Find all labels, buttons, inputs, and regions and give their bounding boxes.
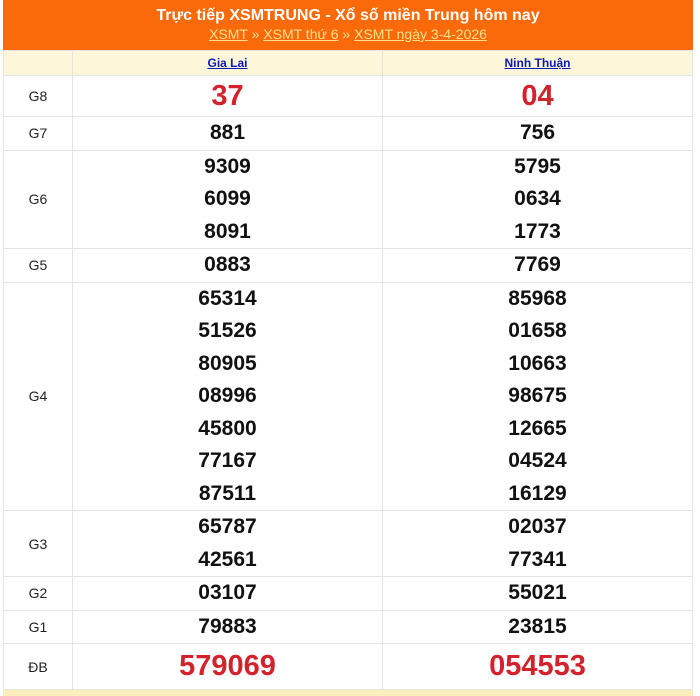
results-table: Gia Lai Ninh Thuận G8 37 04 G7 881 756 G6 9309 6… <box>3 50 693 690</box>
prize-number: 51526 <box>198 319 257 342</box>
prize-row-g7: G7 881 756 <box>3 116 693 151</box>
prize-number: 04524 <box>508 449 567 472</box>
prize-cell: 5795 0634 1773 <box>382 149 693 249</box>
prize-cell: 65787 42561 <box>72 510 383 577</box>
prize-number: 03107 <box>198 581 257 604</box>
breadcrumb: XSMT » XSMT thứ 6 » XSMT ngày 3-4-2026 <box>209 26 487 42</box>
prize-number: 77167 <box>198 449 257 472</box>
breadcrumb-xsmt[interactable]: XSMT <box>209 26 248 42</box>
prize-number: 37 <box>211 80 244 112</box>
prize-cell: 04 <box>382 75 693 117</box>
breadcrumb-xsmt-date[interactable]: XSMT ngày 3-4-2026 <box>354 26 487 42</box>
prize-cell: 756 <box>382 116 693 151</box>
prize-row-g4: G4 65314 51526 80905 08996 45800 77167 87511 859… <box>3 281 693 511</box>
prize-number: 79883 <box>198 614 257 638</box>
prize-number: 02037 <box>508 515 567 538</box>
prize-number: 881 <box>209 121 246 144</box>
prize-number: 23815 <box>508 614 567 638</box>
column-ninh-thuan: Ninh Thuận <box>382 50 693 76</box>
prize-number: 12665 <box>508 416 567 440</box>
prize-number: 08996 <box>198 384 257 407</box>
prize-cell: 0883 <box>72 248 383 283</box>
prize-row-g8: G8 37 04 <box>3 75 693 117</box>
prize-number: 16129 <box>508 481 567 505</box>
prize-cell: 7769 <box>382 248 693 283</box>
prize-number: 579069 <box>179 650 276 682</box>
prize-row-g3: G3 65787 42561 02037 77341 <box>3 510 693 577</box>
column-gia-lai: Gia Lai <box>72 50 383 76</box>
prize-cell: 79883 <box>72 609 383 644</box>
results-panel: Trực tiếp XSMTRUNG - Xổ số miền Trung hô… <box>3 0 693 696</box>
prize-number: 80905 <box>198 351 257 375</box>
prize-label: G4 <box>3 281 73 511</box>
prize-cell: 03107 <box>72 576 383 611</box>
prize-number: 55021 <box>508 581 567 604</box>
prize-cell: 85968 01658 10663 98675 12665 04524 16129 <box>382 281 693 511</box>
breadcrumb-xsmt-thu-6[interactable]: XSMT thứ 6 <box>263 26 339 42</box>
prize-label: G3 <box>3 510 73 577</box>
prize-row-g6: G6 9309 6099 8091 5795 0634 1773 <box>3 149 693 249</box>
prize-cell: 881 <box>72 116 383 151</box>
prize-row-g1: G1 79883 23815 <box>3 609 693 644</box>
prize-row-g5: G5 0883 7769 <box>3 248 693 283</box>
prize-cell: 054553 <box>382 643 693 690</box>
prize-number: 5795 <box>514 154 561 178</box>
prize-label: G5 <box>3 248 73 283</box>
prize-number: 1773 <box>514 219 561 243</box>
prize-cell: 65314 51526 80905 08996 45800 77167 87511 <box>72 281 383 511</box>
prize-cell: 37 <box>72 75 383 117</box>
label-header <box>3 50 73 76</box>
prize-number: 8091 <box>204 219 251 243</box>
prize-label: G7 <box>3 116 73 151</box>
prize-number: 7769 <box>514 253 561 276</box>
prize-cell: 02037 77341 <box>382 510 693 577</box>
prize-number: 87511 <box>198 481 257 505</box>
province-link-gia-lai[interactable]: Gia Lai <box>207 56 248 70</box>
prize-label: G6 <box>3 149 73 249</box>
prize-number: 04 <box>521 80 554 112</box>
prize-number: 42561 <box>198 547 257 571</box>
prize-number: 85968 <box>508 286 567 310</box>
prize-number: 054553 <box>489 650 586 682</box>
prize-number: 0634 <box>514 187 561 210</box>
page-title: Trực tiếp XSMTRUNG - Xổ số miền Trung hô… <box>156 7 540 24</box>
prize-cell: 55021 <box>382 576 693 611</box>
prize-number: 6099 <box>204 187 251 210</box>
prize-cell: 23815 <box>382 609 693 644</box>
prize-number: 0883 <box>204 253 251 276</box>
prize-number: 45800 <box>198 416 257 440</box>
prize-number: 10663 <box>508 351 567 375</box>
prize-row-đb: ĐB 579069 054553 <box>3 643 693 690</box>
prize-number: 756 <box>519 121 556 144</box>
prize-number: 9309 <box>204 154 251 178</box>
prize-label: G1 <box>3 609 73 644</box>
prize-number: 65787 <box>198 515 257 538</box>
prize-label: G2 <box>3 576 73 611</box>
prize-number: 65314 <box>198 286 257 310</box>
prize-cell: 579069 <box>72 643 383 690</box>
prize-number: 77341 <box>508 547 567 571</box>
prize-label: G8 <box>3 75 73 117</box>
prize-row-g2: G2 03107 55021 <box>3 576 693 611</box>
results-header: Trực tiếp XSMTRUNG - Xổ số miền Trung hô… <box>3 0 693 50</box>
province-link-ninh-thuan[interactable]: Ninh Thuận <box>504 56 571 70</box>
prize-number: 01658 <box>508 319 567 342</box>
prize-label: ĐB <box>3 643 73 690</box>
prize-number: 98675 <box>508 384 567 407</box>
prize-cell: 9309 6099 8091 <box>72 149 383 249</box>
